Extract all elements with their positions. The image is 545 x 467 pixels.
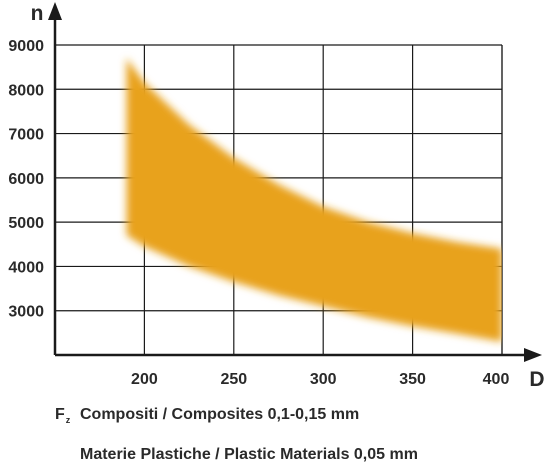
- x-tick-label-300: 300: [310, 371, 337, 388]
- y-tick-label-4000: 4000: [8, 259, 44, 276]
- y-axis-arrow: [48, 2, 62, 20]
- band-layer: [126, 58, 502, 342]
- axes: [48, 2, 542, 362]
- y-tick-label-9000: 9000: [8, 38, 44, 55]
- legend-composites-text: Compositi / Composites 0,1-0,15 mm: [80, 406, 360, 423]
- y-tick-label-8000: 8000: [8, 82, 44, 99]
- y-tick-label-3000: 3000: [8, 304, 44, 321]
- legend-fz-symbol: Fz: [55, 406, 71, 425]
- x-tick-label-400: 400: [483, 371, 510, 388]
- legend-plastics-text: Materie Plastiche / Plastic Materials 0,…: [80, 446, 418, 463]
- x-tick-label-200: 200: [131, 371, 158, 388]
- x-tick-label-350: 350: [399, 371, 426, 388]
- chart: 3000 4000 5000 6000 7000 8000 9000 200 250 300 350…: [8, 2, 545, 391]
- x-tick-label-250: 250: [220, 371, 247, 388]
- y-tick-label-6000: 6000: [8, 171, 44, 188]
- y-tick-label-5000: 5000: [8, 215, 44, 232]
- x-axis-arrow: [524, 348, 542, 362]
- y-tick-label-7000: 7000: [8, 127, 44, 144]
- y-axis-label: n: [31, 2, 44, 25]
- tick-labels: 3000 4000 5000 6000 7000 8000 9000 200 250 300 350…: [8, 2, 544, 391]
- speed-range-band: [126, 58, 502, 342]
- x-axis-label: D: [529, 368, 544, 391]
